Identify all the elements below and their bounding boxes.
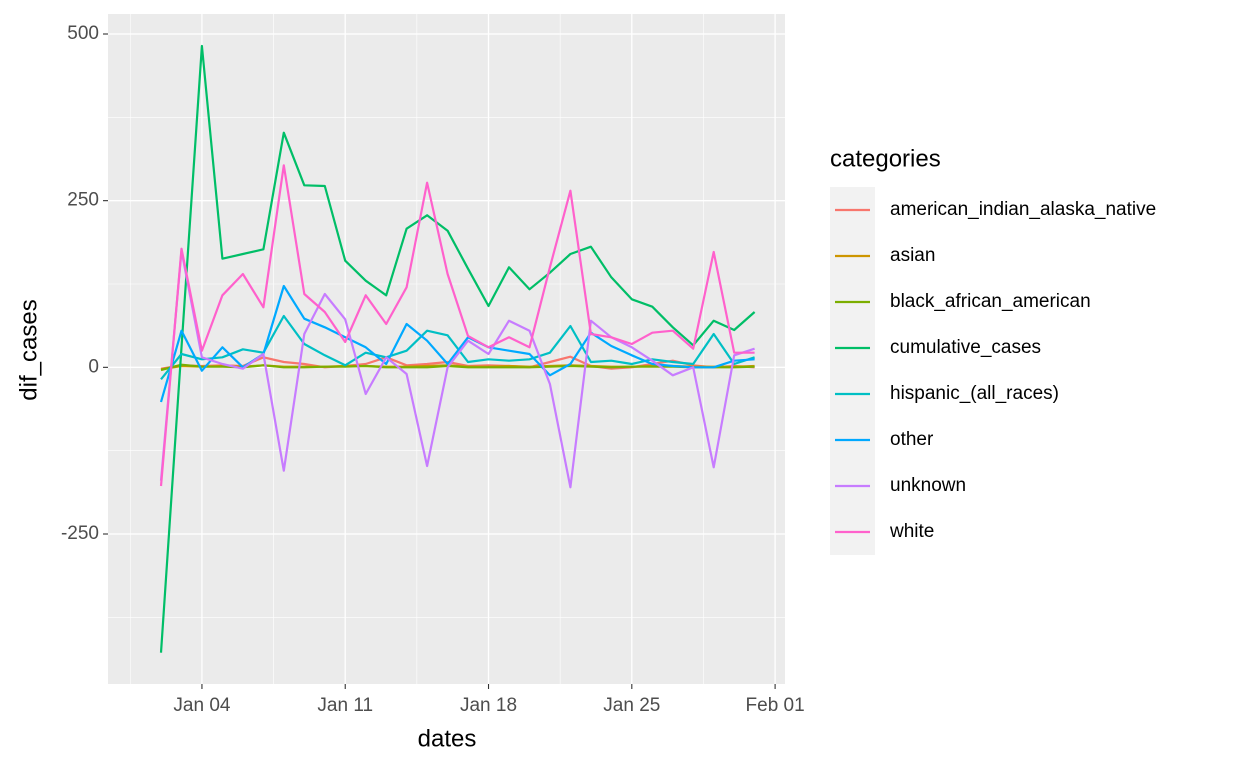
y-axis-title: dif_cases (15, 299, 42, 400)
legend-label: unknown (890, 475, 966, 496)
series-line (159, 164, 755, 487)
legend-label: american_indian_alaska_native (890, 199, 1156, 220)
x-tick-label: Feb 01 (746, 695, 805, 716)
series-line (160, 363, 755, 372)
x-axis-title: dates (418, 725, 477, 752)
y-tick-label: 500 (67, 23, 99, 44)
legend-label: black_african_american (890, 291, 1091, 312)
legend-label: asian (890, 245, 935, 266)
legend-label: white (889, 521, 934, 542)
legend-title: categories (830, 145, 941, 172)
series-line (159, 249, 755, 489)
series-line (160, 314, 755, 380)
legend-label: hispanic_(all_races) (890, 383, 1059, 404)
y-tick-label: 0 (88, 356, 99, 377)
x-tick-label: Jan 25 (603, 695, 660, 716)
series-line (159, 44, 756, 653)
x-tick-label: Jan 18 (460, 695, 517, 716)
x-tick-label: Jan 11 (317, 695, 373, 716)
x-tick-label: Jan 04 (173, 695, 230, 716)
y-tick-label: -250 (61, 523, 99, 544)
legend-label: cumulative_cases (890, 337, 1041, 358)
legend-key-background (830, 187, 875, 555)
y-tick-label: 250 (67, 190, 99, 211)
legend-label: other (890, 429, 934, 450)
